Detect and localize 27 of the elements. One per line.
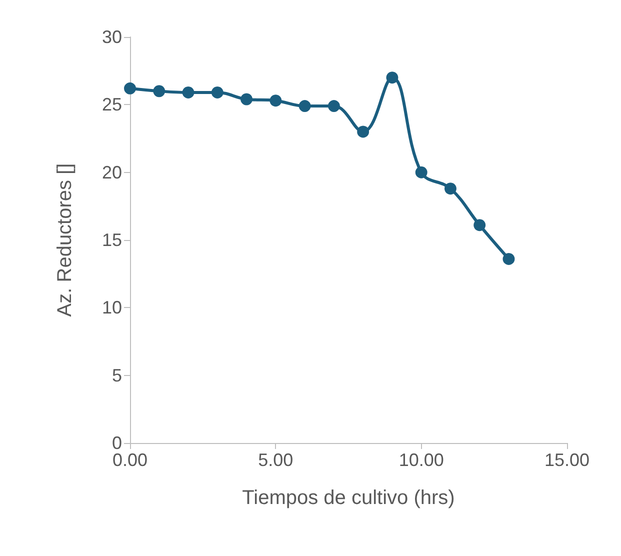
- point: [357, 126, 370, 138]
- point: [270, 94, 282, 107]
- x-tick-label: 5.00: [258, 450, 294, 470]
- y-tick-label: 25: [102, 94, 122, 115]
- y-tick-label: 15: [102, 230, 122, 250]
- x-axis-title: Tiempos de cultivo (hrs): [242, 487, 455, 509]
- y-tick-label: 20: [102, 162, 122, 182]
- x-tick-label: 10.00: [398, 450, 444, 470]
- point: [415, 166, 428, 178]
- x-tick-label: 15.00: [544, 450, 590, 470]
- point: [153, 85, 166, 98]
- point: [328, 100, 340, 112]
- y-tick-label: 5: [112, 365, 122, 386]
- point: [444, 182, 456, 195]
- x-tick-label: 0.00: [112, 450, 148, 470]
- y-axis-title: Az. Reductores []: [54, 163, 76, 317]
- y-tick-label: 10: [102, 298, 122, 318]
- point: [474, 219, 486, 232]
- point: [298, 100, 311, 112]
- point: [211, 86, 224, 98]
- point: [240, 93, 253, 106]
- point: [386, 72, 398, 84]
- point: [182, 86, 194, 98]
- y-tick-label: 30: [102, 27, 122, 47]
- point: [124, 82, 136, 94]
- y-tick-label: 0: [112, 433, 122, 453]
- point: [502, 252, 515, 265]
